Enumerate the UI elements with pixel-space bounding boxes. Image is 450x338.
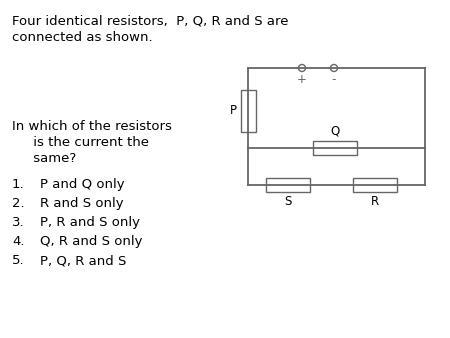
Text: Q, R and S only: Q, R and S only xyxy=(40,235,143,248)
Bar xyxy=(353,178,397,192)
Text: In which of the resistors: In which of the resistors xyxy=(12,120,172,133)
Text: Four identical resistors,  P, Q, R and S are: Four identical resistors, P, Q, R and S … xyxy=(12,15,288,28)
Bar xyxy=(266,178,310,192)
Text: 1.: 1. xyxy=(12,178,25,191)
Text: Q: Q xyxy=(330,125,340,138)
Text: is the current the: is the current the xyxy=(12,136,149,149)
Text: P, Q, R and S: P, Q, R and S xyxy=(40,254,126,267)
Text: P: P xyxy=(230,104,237,118)
Text: 5.: 5. xyxy=(12,254,25,267)
Text: P, R and S only: P, R and S only xyxy=(40,216,140,229)
Bar xyxy=(240,90,256,132)
Text: connected as shown.: connected as shown. xyxy=(12,31,153,44)
Text: 2.: 2. xyxy=(12,197,25,210)
Text: same?: same? xyxy=(12,152,76,165)
Text: 3.: 3. xyxy=(12,216,25,229)
Text: R and S only: R and S only xyxy=(40,197,124,210)
Text: 4.: 4. xyxy=(12,235,24,248)
Text: +: + xyxy=(297,73,307,86)
Text: S: S xyxy=(284,195,292,208)
Text: P and Q only: P and Q only xyxy=(40,178,125,191)
Text: R: R xyxy=(371,195,379,208)
Text: -: - xyxy=(332,73,336,86)
Bar xyxy=(313,141,357,155)
